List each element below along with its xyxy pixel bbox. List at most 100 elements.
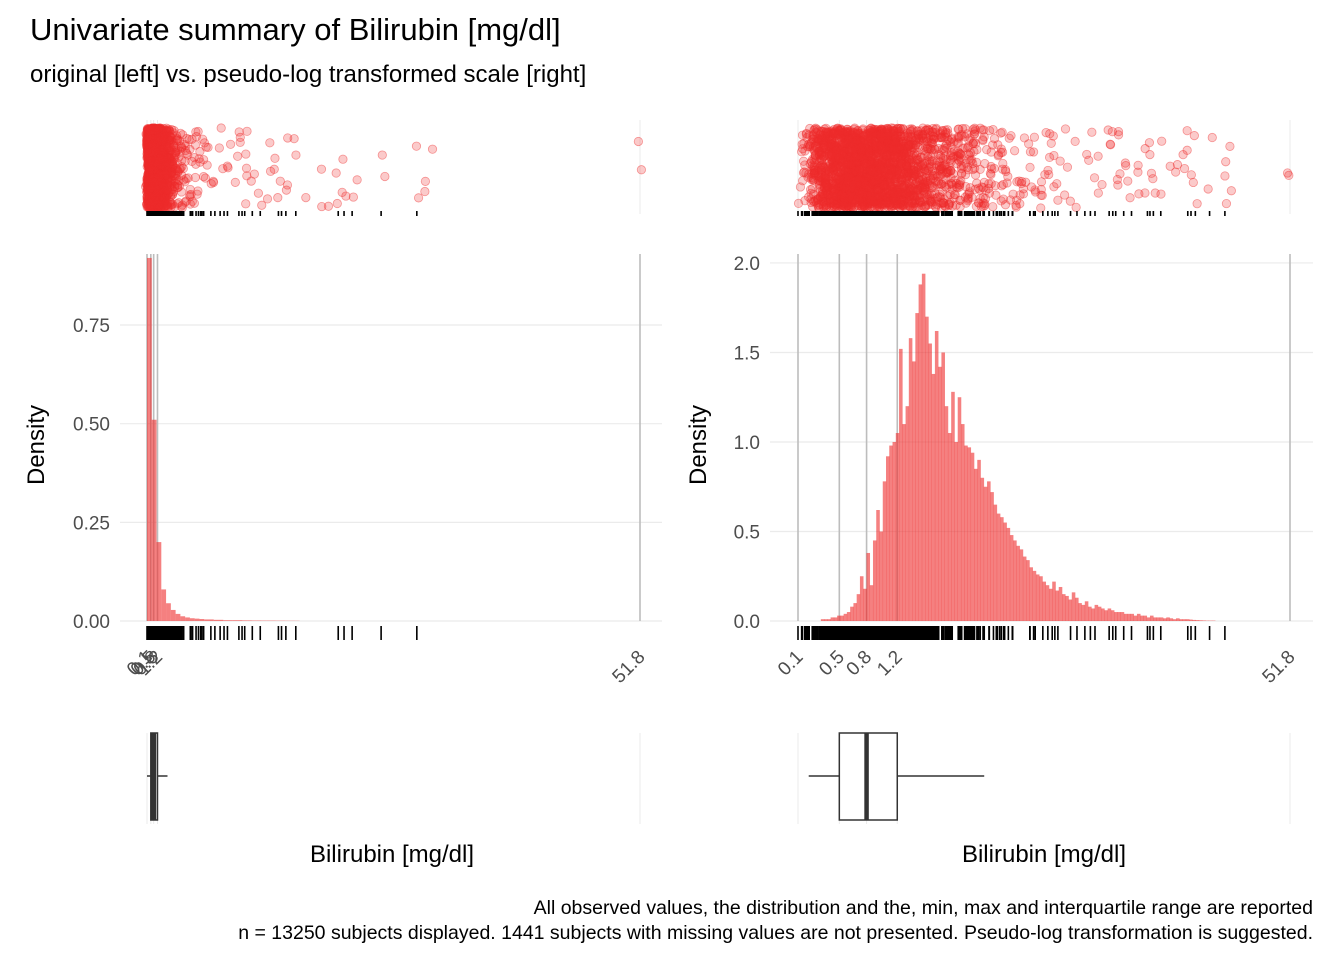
- jitter-point: [147, 138, 157, 148]
- jitter-point: [1150, 188, 1160, 198]
- jitter-point: [147, 161, 157, 171]
- jitter-point: [154, 174, 164, 185]
- jitter-point: [1029, 132, 1039, 142]
- jitter-point: [154, 177, 164, 187]
- jitter-point: [1148, 174, 1158, 184]
- jitter-point: [149, 197, 159, 207]
- jitter-point: [885, 137, 895, 148]
- jitter-point: [147, 170, 158, 180]
- jitter-point: [1133, 167, 1143, 177]
- jitter-point: [150, 174, 160, 184]
- jitter-point: [233, 151, 243, 161]
- jitter-point: [839, 189, 849, 199]
- jitter-point: [273, 193, 283, 203]
- jitter-point: [193, 186, 203, 196]
- jitter-point: [898, 172, 908, 182]
- jitter-point: [821, 166, 831, 176]
- jitter-point: [149, 164, 160, 175]
- jitter-point: [843, 162, 853, 172]
- jitter-point: [150, 192, 160, 202]
- jitter-point: [203, 142, 213, 152]
- jitter-point: [1060, 190, 1070, 200]
- jitter-point: [878, 152, 889, 162]
- jitter-point: [1036, 203, 1046, 213]
- jitter-point: [851, 150, 861, 160]
- jitter-point: [842, 127, 852, 137]
- jitter-point: [149, 149, 159, 159]
- jitter-point: [151, 146, 161, 156]
- jitter-point: [150, 143, 160, 154]
- jitter-point: [148, 176, 159, 186]
- jitter-point: [816, 135, 826, 145]
- jitter-point: [145, 187, 155, 197]
- jitter-point: [427, 144, 438, 154]
- jitter-point: [879, 135, 889, 145]
- jitter-point: [145, 201, 156, 211]
- jitter-point: [149, 139, 159, 150]
- jitter-point: [850, 142, 860, 153]
- jitter-point: [153, 155, 163, 165]
- jitter-point: [148, 192, 159, 202]
- jitter-point: [870, 142, 880, 152]
- jitter-point: [146, 159, 156, 169]
- jitter-point: [148, 167, 158, 177]
- jitter-point: [881, 151, 891, 162]
- jitter-point: [331, 168, 341, 178]
- jitter-point: [145, 191, 155, 201]
- jitter-point: [159, 152, 170, 162]
- jitter-point: [241, 199, 251, 209]
- jitter-point: [834, 188, 845, 198]
- jitter-point: [963, 193, 973, 203]
- jitter-point: [873, 126, 884, 136]
- jitter-point: [269, 164, 279, 174]
- jitter-point: [965, 183, 975, 193]
- jitter-point: [154, 174, 164, 184]
- jitter-point: [930, 201, 941, 212]
- jitter-point: [1012, 177, 1022, 187]
- jitter-point: [166, 167, 176, 177]
- jitter-point: [1008, 189, 1018, 199]
- jitter-point: [1221, 157, 1231, 167]
- jitter-point: [149, 132, 159, 142]
- jitter-point: [934, 165, 944, 176]
- jitter-point: [149, 166, 159, 176]
- jitter-point: [152, 200, 162, 210]
- jitter-point: [868, 180, 878, 190]
- jitter-point: [242, 126, 252, 136]
- jitter-point: [836, 125, 846, 135]
- jitter-point: [144, 156, 154, 166]
- jitter-point: [223, 163, 233, 173]
- jitter-point: [854, 142, 864, 152]
- jitter-point: [872, 177, 882, 188]
- jitter-point: [840, 195, 850, 205]
- jitter-point: [185, 184, 195, 195]
- jitter-point: [1029, 147, 1039, 157]
- jitter-point: [147, 185, 158, 195]
- jitter-point: [150, 136, 160, 147]
- jitter-point: [837, 194, 847, 204]
- jitter-point: [145, 146, 156, 156]
- jitter-point: [155, 130, 165, 140]
- jitter-point: [842, 197, 852, 207]
- jitter-point: [148, 157, 159, 167]
- jitter-point: [998, 194, 1008, 204]
- jitter-point: [1036, 177, 1047, 187]
- jitter-point: [155, 172, 165, 183]
- jitter-point: [199, 171, 209, 182]
- jitter-point: [155, 182, 166, 193]
- jitter-point: [148, 179, 158, 190]
- jitter-point: [933, 143, 944, 153]
- jitter-point: [1046, 138, 1056, 148]
- jitter-point: [883, 128, 894, 139]
- jitter-point: [262, 194, 273, 204]
- jitter-point: [153, 127, 163, 138]
- jitter-point: [815, 187, 825, 197]
- jitter-point: [177, 203, 187, 213]
- jitter-point: [1006, 131, 1016, 141]
- jitter-point: [888, 194, 899, 204]
- jitter-point: [283, 133, 293, 143]
- jitter-point: [840, 169, 850, 179]
- jitter-point: [853, 200, 863, 211]
- jitter-point: [152, 135, 162, 146]
